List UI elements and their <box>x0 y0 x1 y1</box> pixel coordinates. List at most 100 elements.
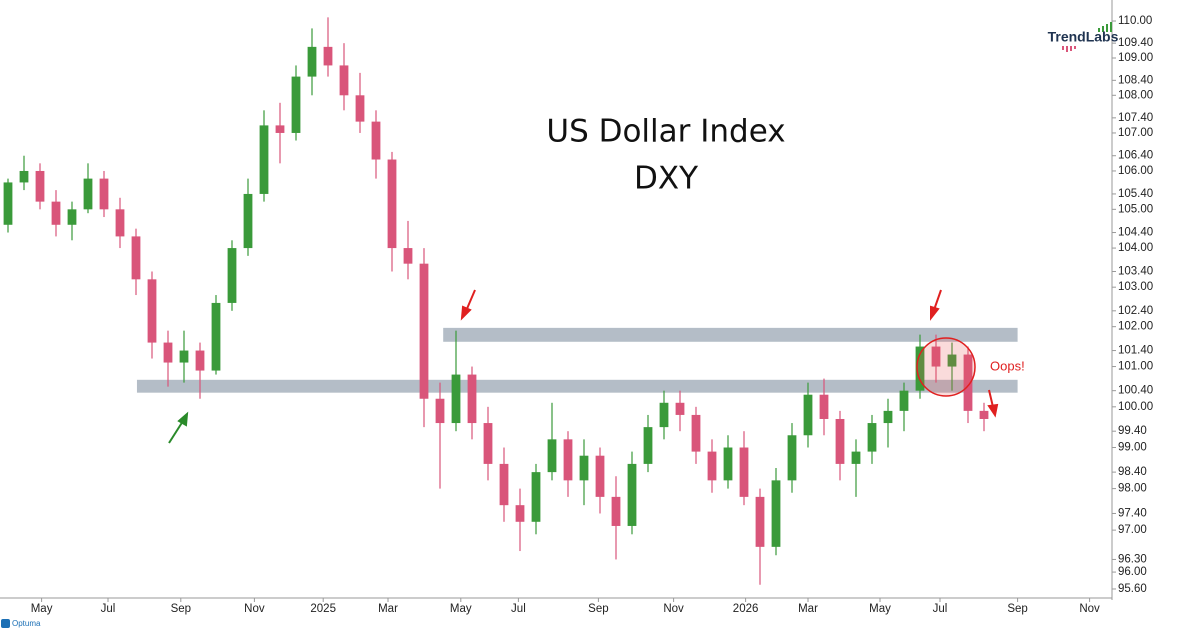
candle-body <box>851 451 861 464</box>
y-tick-label: 106.00 <box>1118 165 1153 177</box>
annotation-text: Oops! <box>990 358 1025 373</box>
y-tick-label: 100.00 <box>1118 401 1153 413</box>
candle-body <box>531 472 541 522</box>
x-tick-label: 2025 <box>310 603 336 615</box>
candle-body <box>659 402 669 428</box>
arrow <box>168 420 184 444</box>
y-tick-label: 104.00 <box>1118 242 1153 254</box>
logo-bar <box>1066 46 1068 52</box>
x-tick-label: Mar <box>378 603 398 615</box>
x-tick-label: Nov <box>1079 603 1100 615</box>
arrow <box>465 289 476 312</box>
candle-body <box>707 451 717 481</box>
candle-body <box>723 447 733 481</box>
y-tick-label: 98.00 <box>1118 483 1147 495</box>
candle-body <box>563 439 573 481</box>
y-tick-label: 105.40 <box>1118 188 1153 200</box>
candle-body <box>755 496 765 547</box>
footer-text: Optuma <box>12 619 41 628</box>
x-tick-label: Jul <box>101 603 116 615</box>
y-tick-label: 97.00 <box>1118 524 1147 536</box>
chart-subtitle: DXY <box>634 161 698 197</box>
candle-body <box>115 209 125 237</box>
x-tick-label: May <box>450 603 472 615</box>
candle-body <box>67 209 77 225</box>
candle-body <box>547 439 557 473</box>
candle-body <box>947 354 957 367</box>
candle-body <box>259 125 269 194</box>
candle-body <box>579 455 589 481</box>
logo-bar <box>1106 24 1108 32</box>
candle-body <box>163 342 173 363</box>
chart-title: US Dollar Index <box>546 114 785 150</box>
arrow-head <box>460 305 472 321</box>
candle-body <box>339 65 349 96</box>
candle-body <box>627 463 637 526</box>
y-tick-label: 107.40 <box>1118 112 1153 124</box>
candle-body <box>771 480 781 547</box>
y-tick-label: 105.00 <box>1118 203 1153 215</box>
candle-body <box>595 455 605 497</box>
arrow-head <box>177 411 189 427</box>
footer-icon <box>1 619 10 628</box>
annotations: Oops! <box>168 289 1025 444</box>
logo-bar <box>1070 46 1072 51</box>
candle-body <box>451 374 461 424</box>
candle-body <box>35 170 45 202</box>
x-tick-label: Jul <box>933 603 948 615</box>
candle-body <box>931 346 941 367</box>
logo-bar <box>1110 22 1112 32</box>
y-tick-label: 109.40 <box>1118 37 1153 49</box>
y-tick-label: 102.40 <box>1118 305 1153 317</box>
candle-body <box>419 263 429 399</box>
candle-body <box>675 402 685 415</box>
candle-body <box>243 193 253 249</box>
candle-body <box>147 279 157 343</box>
logo: TrendLabs <box>1048 22 1119 52</box>
arrow <box>933 289 942 311</box>
candle-body <box>483 423 493 464</box>
y-tick-label: 96.00 <box>1118 566 1147 578</box>
candle-body <box>3 182 13 225</box>
y-tick-label: 110.00 <box>1118 15 1152 27</box>
x-tick-label: May <box>869 603 891 615</box>
support-zone <box>136 379 1018 393</box>
arrow-head <box>930 305 940 321</box>
candle-body <box>179 350 189 363</box>
candle-body <box>83 178 93 210</box>
candle-body <box>435 398 445 424</box>
candle-body <box>371 121 381 160</box>
y-tick-label: 109.00 <box>1118 52 1153 64</box>
y-tick-label: 98.40 <box>1118 466 1147 478</box>
candle-body <box>867 423 877 452</box>
y-tick-label: 103.00 <box>1118 281 1153 293</box>
logo-text: TrendLabs <box>1048 29 1119 45</box>
x-tick-label: Sep <box>1007 603 1027 615</box>
y-tick-label: 99.00 <box>1118 442 1147 454</box>
y-tick-label: 101.00 <box>1118 361 1153 373</box>
candle-body <box>611 496 621 526</box>
y-tick-label: 99.40 <box>1118 425 1147 437</box>
x-tick-label: May <box>31 603 53 615</box>
candle-body <box>307 46 317 77</box>
highlight-circle <box>916 337 976 397</box>
x-tick-label: Jul <box>511 603 526 615</box>
candle-body <box>403 248 413 264</box>
candle-body <box>19 170 29 183</box>
y-tick-label: 104.40 <box>1118 227 1153 239</box>
candle-body <box>787 435 797 481</box>
y-tick-label: 97.40 <box>1118 508 1147 520</box>
candle-body <box>819 394 829 419</box>
candle-body <box>515 505 525 522</box>
logo-bar <box>1074 46 1076 49</box>
candle-body <box>323 46 333 66</box>
candle-body <box>963 354 973 411</box>
y-tick-label: 96.30 <box>1118 553 1147 565</box>
x-tick-label: Mar <box>798 603 818 615</box>
y-tick-label: 95.60 <box>1118 583 1147 595</box>
candle-body <box>643 427 653 464</box>
candle-body <box>899 390 909 411</box>
candle-body <box>835 418 845 464</box>
